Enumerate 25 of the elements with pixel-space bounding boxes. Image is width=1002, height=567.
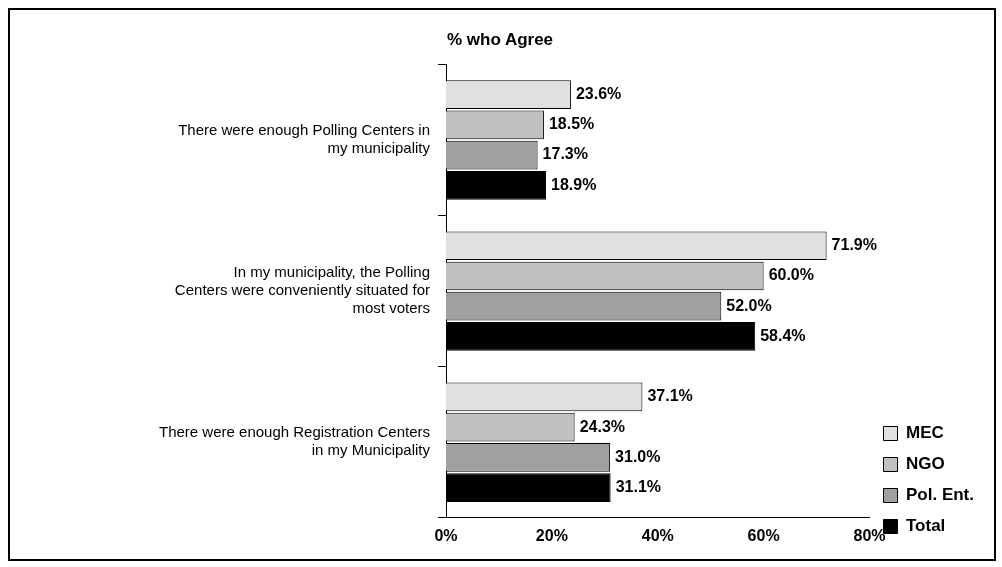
data-label: 37.1% [647,387,693,405]
data-label: 71.9% [831,236,877,254]
y-tick-label: There were enough Polling Centers in my municipality [178,121,431,157]
data-label: 18.5% [548,115,595,133]
data-label: 23.6% [575,85,622,103]
data-label: 58.4% [760,326,806,344]
legend-label: MEC [906,423,944,443]
data-label: 52.0% [726,296,772,314]
legend-label: NGO [906,454,945,474]
x-tick-label: 80% [853,526,886,544]
data-label: 18.9% [551,175,597,193]
y-tick-label: There were enough Registration Centers in my Municipality [159,423,431,459]
x-tick-label: 40% [641,526,674,544]
data-label: 31.0% [615,447,661,465]
x-tick-label: 0% [434,526,458,544]
legend-label: Total [906,516,946,536]
chart-title: % who Agree [446,29,554,49]
data-label: 60.0% [768,266,814,284]
legend-label: Pol. Ent. [906,485,974,505]
data-label: 24.3% [579,417,626,435]
data-label: 17.3% [542,145,588,163]
x-tick-label: 60% [747,526,780,544]
x-tick-label: 20% [535,526,568,544]
data-label: 31.1% [615,477,662,495]
y-tick-label: In my municipality, the Polling Centers were conveniently situated for most voters [174,263,430,317]
